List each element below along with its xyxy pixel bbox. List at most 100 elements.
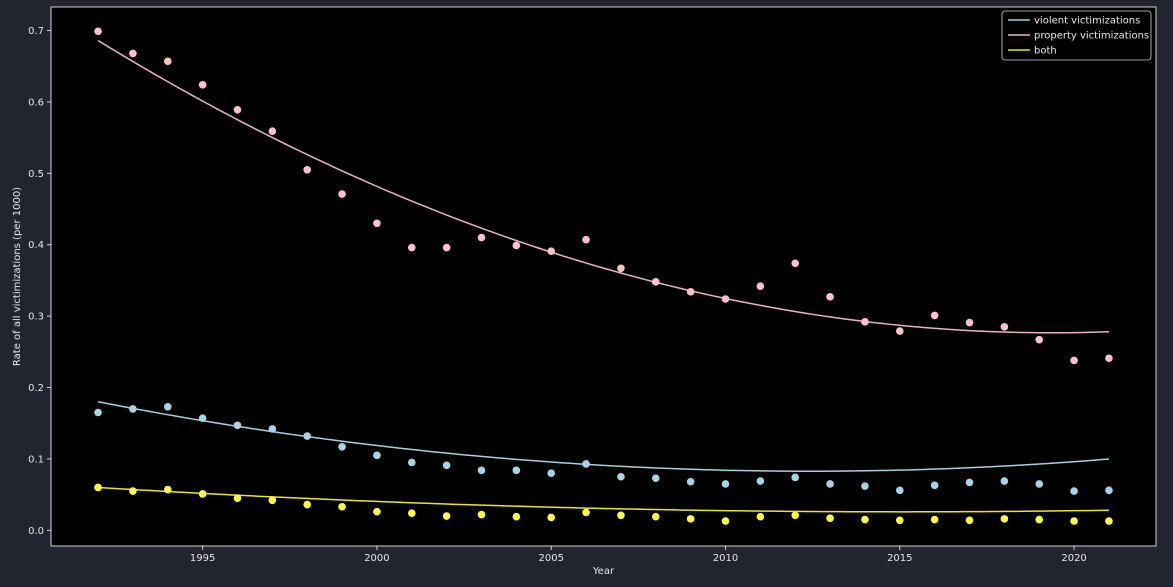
data-point-series-1: [721, 295, 730, 303]
data-point-series-0: [756, 477, 765, 485]
data-point-series-0: [617, 472, 625, 481]
data-point-series-1: [756, 282, 765, 290]
data-point-series-0: [651, 474, 660, 482]
data-point-series-1: [547, 247, 556, 255]
fit-lines: [97, 39, 1110, 513]
data-point-series-2: [477, 510, 486, 519]
data-point-series-1: [930, 311, 939, 320]
data-point-series-1: [233, 106, 242, 114]
data-point-series-2: [303, 500, 312, 509]
data-point-series-2: [547, 513, 556, 522]
data-point-series-1: [442, 243, 451, 252]
data-point-series-2: [198, 490, 207, 498]
legend-box: [1001, 10, 1152, 61]
data-point-series-1: [198, 81, 207, 89]
data-point-series-0: [826, 480, 834, 488]
data-point-series-0: [791, 473, 800, 482]
data-point-series-0: [94, 408, 102, 417]
data-point-series-0: [442, 461, 451, 470]
data-point-series-1: [1035, 335, 1044, 344]
y-tick-label: 0.0: [28, 526, 44, 537]
x-axis-label: Year: [592, 566, 615, 577]
data-point-series-0: [512, 466, 521, 475]
legend: violent victimizations property victimiz…: [1001, 10, 1152, 61]
data-point-series-2: [407, 509, 416, 517]
data-point-series-2: [965, 516, 974, 525]
fit-line-series-2: [98, 486, 1109, 513]
data-point-series-2: [930, 515, 939, 524]
data-point-series-1: [686, 288, 695, 296]
y-tick-label: 0.3: [28, 312, 44, 323]
data-point-series-1: [373, 219, 381, 228]
data-point-series-1: [895, 327, 904, 335]
data-point-series-2: [163, 485, 172, 494]
data-point-series-0: [861, 482, 869, 490]
data-point-series-2: [686, 515, 695, 523]
data-point-series-2: [338, 502, 346, 511]
data-point-series-1: [1105, 354, 1113, 363]
x-axis-ticks: 1995 2000 2005 2010 2015 2020: [190, 546, 1087, 564]
x-tick-label: 2005: [538, 553, 563, 564]
y-tick-label: 0.6: [28, 97, 44, 108]
data-point-series-2: [512, 512, 521, 521]
data-point-series-0: [268, 425, 277, 433]
data-point-series-0: [233, 421, 242, 430]
y-axis-ticks: 0.0 0.1 0.2 0.3 0.4 0.5 0.6 0.7: [28, 26, 51, 537]
axes-background: [51, 7, 1156, 546]
data-point-series-2: [791, 511, 800, 520]
axes-frame: [50, 6, 1157, 547]
data-point-series-0: [477, 466, 486, 475]
data-markers: [94, 27, 1113, 525]
data-point-series-2: [756, 512, 765, 521]
data-point-series-0: [1105, 486, 1113, 495]
data-point-series-0: [930, 481, 939, 490]
data-point-series-0: [1070, 487, 1078, 495]
data-point-series-2: [1000, 515, 1009, 523]
y-tick-label: 0.7: [28, 26, 44, 37]
data-point-series-1: [617, 264, 625, 273]
data-point-series-1: [94, 27, 102, 36]
data-point-series-0: [407, 458, 416, 467]
data-point-series-2: [826, 514, 834, 522]
data-point-series-2: [268, 496, 277, 505]
data-point-series-0: [129, 405, 137, 413]
y-tick-label: 0.4: [28, 240, 44, 251]
x-tick-label: 2000: [364, 553, 389, 564]
data-point-series-1: [791, 259, 800, 268]
data-point-series-2: [895, 516, 904, 525]
data-point-series-1: [477, 233, 486, 242]
data-point-series-2: [233, 494, 242, 502]
data-point-series-0: [582, 460, 590, 468]
data-point-series-2: [1035, 515, 1044, 524]
data-point-series-0: [338, 442, 346, 451]
x-tick-label: 1995: [190, 553, 215, 564]
data-point-series-2: [1105, 517, 1113, 525]
data-point-series-1: [826, 293, 834, 301]
data-point-series-2: [617, 511, 625, 520]
data-point-series-1: [582, 235, 590, 244]
data-point-series-2: [373, 507, 381, 516]
data-point-series-0: [965, 478, 974, 487]
x-tick-label: 2010: [713, 553, 738, 564]
data-point-series-1: [268, 127, 277, 136]
fit-line-series-1: [97, 39, 1109, 334]
data-point-series-1: [651, 278, 660, 286]
data-point-series-1: [338, 190, 346, 198]
legend-label-both: both: [1034, 46, 1057, 57]
data-point-series-0: [198, 414, 207, 423]
data-point-series-1: [861, 318, 869, 326]
data-point-series-2: [861, 515, 869, 524]
data-point-series-1: [512, 241, 521, 250]
data-point-series-2: [94, 483, 102, 492]
y-axis-label: Rate of all victimizations (per 1000): [12, 187, 23, 366]
data-point-series-2: [721, 517, 730, 525]
data-point-series-0: [1035, 480, 1044, 488]
data-point-series-1: [303, 165, 312, 174]
data-point-series-1: [1070, 356, 1078, 365]
data-point-series-1: [407, 243, 416, 252]
data-point-series-2: [129, 487, 137, 495]
data-point-series-2: [1070, 517, 1078, 525]
data-point-series-0: [1000, 477, 1009, 485]
